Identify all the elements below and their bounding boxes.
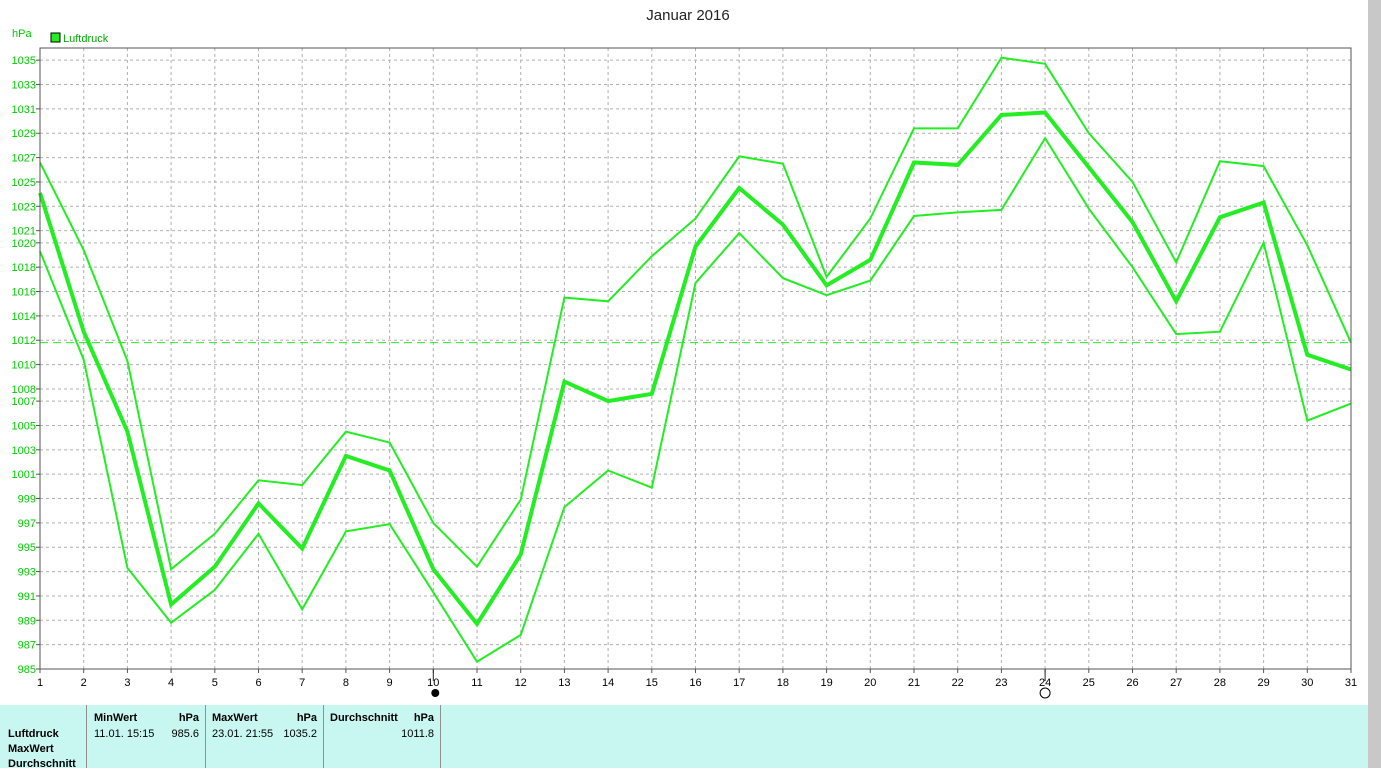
avg-value: 1011.8 (401, 728, 434, 740)
column-separator (323, 705, 324, 768)
y-tick-label: 995 (18, 542, 36, 554)
avg-unit: hPa (413, 712, 434, 724)
y-tick-label: 1001 (12, 469, 36, 481)
y-tick-label: 1018 (12, 262, 36, 274)
x-tick-label: 29 (1257, 677, 1269, 689)
x-tick-label: 4 (168, 677, 174, 689)
y-tick-label: 997 (18, 518, 36, 530)
filled-circle-marker (431, 689, 440, 697)
series-line-0 (39, 56, 1352, 572)
y-axis: 985 987 989 991 993 995 997 999 1001 1003 1005 1007… (12, 55, 40, 676)
y-tick-label: 1007 (12, 396, 36, 408)
avg-header: Durchschnitt (330, 712, 398, 724)
min-datetime: 11.01. 15:15 (94, 728, 155, 740)
y-tick-label: 1027 (12, 153, 36, 165)
y-tick-label: 991 (18, 591, 36, 603)
x-tick-label: 8 (343, 677, 349, 689)
pressure-chart: Januar 2016 hPa Luftdruck 98598798999199… (12, 7, 1357, 699)
row-label-luftdruck: Luftdruck (8, 728, 59, 740)
x-tick-label: 23 (995, 677, 1007, 689)
y-tick-label: 1020 (12, 238, 36, 250)
grid (40, 48, 1351, 670)
y-tick-label: 1031 (12, 104, 36, 116)
min-header: MinWert (94, 712, 138, 724)
y-tick-label: 987 (18, 640, 36, 652)
x-tick-label: 27 (1170, 677, 1182, 689)
y-tick-label: 1021 (12, 226, 36, 238)
summary-panel: Luftdruck MaxWert Durchschnitt MinWert h… (0, 705, 1368, 770)
y-tick-label: 985 (18, 664, 36, 676)
x-tick-label: 6 (255, 677, 261, 689)
legend-swatch (50, 32, 61, 43)
window-edge (1368, 0, 1381, 768)
min-column: MinWert hPa 11.01. 15:15 985.6 (86, 705, 205, 768)
x-tick-label: 5 (212, 677, 218, 689)
y-tick-label: 989 (18, 615, 36, 627)
max-header: MaxWert (212, 712, 258, 724)
y-tick-label: 1033 (12, 80, 36, 92)
x-tick-label: 17 (733, 677, 745, 689)
x-axis: 1 2 3 4 5 6 7 8 9 10 11 12 13 14 15 16 17 18 19 20 21 22 23 24 2… (37, 669, 1357, 689)
max-value: 1035.2 (283, 728, 317, 740)
x-tick-label: 20 (864, 677, 876, 689)
legend-label: Luftdruck (63, 33, 109, 45)
x-tick-label: 26 (1126, 677, 1138, 689)
x-tick-label: 19 (820, 677, 832, 689)
x-tick-label: 21 (908, 677, 920, 689)
max-column: MaxWert hPa 23.01. 21:55 1035.2 (205, 705, 323, 768)
x-tick-label: 31 (1345, 677, 1357, 689)
x-tick-label: 28 (1214, 677, 1226, 689)
y-tick-label: 1035 (12, 55, 36, 67)
open-circle-marker (1039, 687, 1051, 699)
series-lines (38, 56, 1352, 664)
x-tick-label: 10 (427, 677, 439, 689)
x-tick-label: 14 (602, 677, 614, 689)
x-tick-label: 30 (1301, 677, 1313, 689)
x-tick-label: 2 (81, 677, 87, 689)
y-tick-label: 1012 (12, 335, 36, 347)
y-tick-label: 1014 (12, 311, 36, 323)
y-tick-label: 1029 (12, 128, 36, 140)
max-datetime: 23.01. 21:55 (212, 728, 274, 740)
column-separator (440, 705, 441, 768)
series-line-1 (38, 110, 1352, 628)
min-unit: hPa (178, 712, 199, 724)
column-separator (86, 705, 87, 768)
column-separator (205, 705, 206, 768)
chart-title: Januar 2016 (646, 7, 729, 24)
min-value: 985.6 (171, 728, 199, 740)
row-label-maxwert: MaxWert (8, 743, 54, 755)
y-tick-label: 1008 (12, 384, 36, 396)
x-tick-label: 25 (1083, 677, 1095, 689)
x-tick-label: 3 (124, 677, 130, 689)
x-tick-label: 15 (646, 677, 658, 689)
x-tick-label: 9 (387, 677, 393, 689)
y-tick-label: 1010 (12, 360, 36, 372)
x-tick-label: 13 (558, 677, 570, 689)
plot-frame (39, 47, 1352, 670)
series-line-2 (39, 136, 1352, 664)
avg-column: Durchschnitt hPa 1011.8 (323, 705, 440, 768)
y-tick-label: 1023 (12, 201, 36, 213)
max-unit: hPa (296, 712, 317, 724)
x-tick-label: 7 (299, 677, 305, 689)
day-markers (431, 669, 1051, 699)
x-tick-label: 11 (471, 677, 482, 689)
x-tick-label: 18 (777, 677, 789, 689)
y-axis-unit: hPa (12, 28, 32, 40)
x-tick-label: 12 (515, 677, 527, 689)
y-tick-label: 1003 (12, 445, 36, 457)
row-label-durchschnitt: Durchschnitt (8, 758, 76, 770)
y-tick-label: 1016 (12, 287, 36, 299)
y-tick-label: 999 (18, 494, 36, 506)
y-tick-label: 1005 (12, 420, 36, 432)
x-tick-label: 1 (37, 677, 43, 689)
x-tick-label: 24 (1039, 677, 1051, 689)
x-tick-label: 16 (689, 677, 701, 689)
y-tick-label: 1025 (12, 177, 36, 189)
y-tick-label: 993 (18, 567, 36, 579)
x-tick-label: 22 (952, 677, 964, 689)
